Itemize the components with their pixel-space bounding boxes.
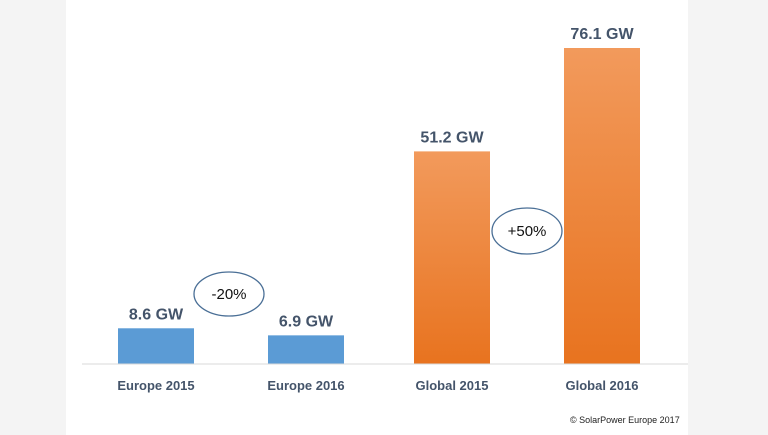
- data-label: 76.1 GW: [570, 26, 634, 43]
- left-margin: [0, 0, 66, 435]
- data-label: 6.9 GW: [279, 313, 334, 330]
- change-percentage-label: -20%: [211, 286, 246, 303]
- category-label: Europe 2016: [267, 378, 344, 393]
- category-label: Europe 2015: [117, 378, 194, 393]
- copyright-note: © SolarPower Europe 2017: [570, 415, 680, 425]
- bar-global-2016: [564, 48, 640, 364]
- bar-global-2015: [414, 151, 490, 364]
- change-percentage-label: +50%: [508, 223, 547, 240]
- bar-europe-2016: [268, 335, 344, 364]
- change-ellipse: [193, 271, 265, 317]
- bar-europe-2015: [118, 328, 194, 364]
- change-ellipse: [491, 207, 563, 255]
- data-label: 51.2 GW: [420, 129, 484, 146]
- category-label: Global 2016: [566, 378, 639, 393]
- data-label: 8.6 GW: [129, 306, 184, 323]
- category-label: Global 2015: [416, 378, 489, 393]
- right-margin: [688, 0, 768, 435]
